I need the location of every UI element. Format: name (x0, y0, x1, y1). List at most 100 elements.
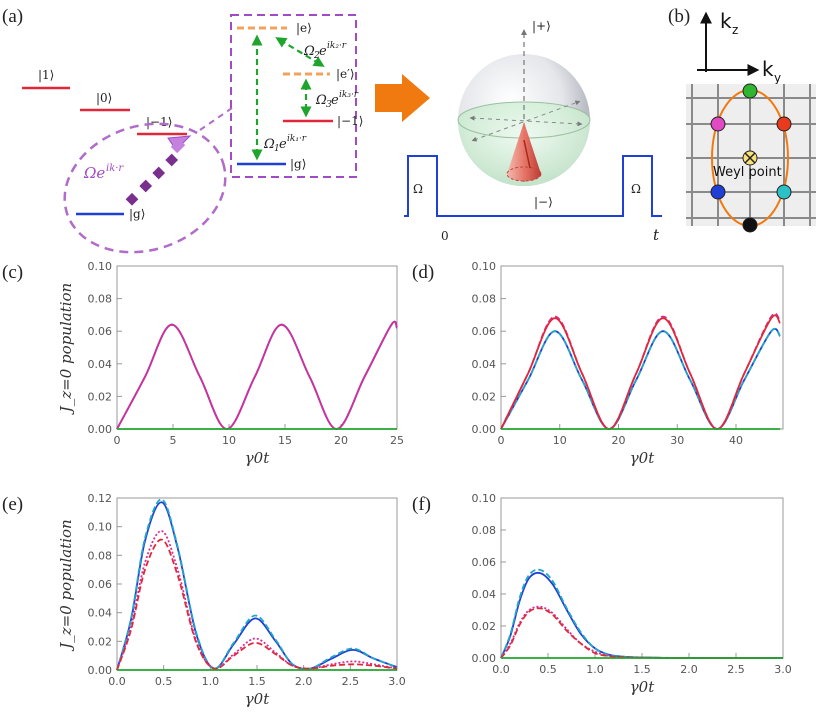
level-g-label: |g⟩ (129, 207, 145, 221)
svg-text:ik₃·r: ik₃·r (339, 90, 359, 100)
x-axis (471, 100, 581, 142)
coupling-2-label: Ω 2 e ik₂·r (303, 41, 347, 61)
inset-level-minus1-label: |−1⟩ (337, 114, 363, 128)
series-line-0 (500, 571, 784, 659)
chart-e: 0.00 0.02 0.04 0.06 0.08 0.10 0.12 0.0 0.5 1.0 1.5… (57, 492, 406, 708)
x-tick-label: 1.0 (202, 675, 220, 688)
chart-d: 0.00 0.02 0.04 0.06 0.08 0.10 0 10 20 30 40 γ0t (472, 260, 784, 467)
svg-text:Ω: Ω (263, 137, 275, 152)
y-tick-label: 0.00 (472, 423, 497, 436)
coupling-3-label: Ω 3 e ik₃·r (315, 90, 359, 110)
lattice-point-magenta (710, 116, 726, 132)
x-tick-label: 30 (670, 434, 684, 447)
x-axis-label: γ0t (245, 449, 271, 467)
level-eprime-label: |e′⟩ (336, 67, 355, 81)
x-tick-label: 1.5 (248, 675, 266, 688)
y-tick-label: 0.04 (88, 358, 113, 371)
x-tick-label: 10 (553, 434, 567, 447)
y-axis-label: J_z=0 population (57, 283, 75, 415)
y-tick-label: 0.06 (472, 325, 497, 338)
cone-base (506, 166, 542, 182)
x-tick-label: 1.0 (586, 663, 604, 676)
x-tick-label: 1.5 (633, 663, 651, 676)
svg-text:k: k (720, 9, 732, 33)
x-tick-label: 0.5 (155, 675, 173, 688)
x-tick-label: 0.0 (492, 663, 510, 676)
y-tick-label: 0.02 (472, 620, 497, 633)
y-tick-label: 0.06 (472, 556, 497, 569)
y-tick-label: 0.04 (88, 607, 113, 620)
y-tick-label: 0.06 (88, 325, 113, 338)
svg-text:2: 2 (313, 51, 320, 61)
y-tick-label: 0.10 (472, 492, 497, 505)
svg-text:ik₂·r: ik₂·r (327, 41, 347, 51)
x-tick-label: 3.0 (774, 663, 792, 676)
pulse-label-left: Ω (413, 182, 423, 196)
panel-label-e: (e) (2, 494, 23, 515)
plot-frame (500, 497, 784, 659)
svg-text:y: y (774, 71, 781, 85)
bloch-bottom-label: |−⟩ (534, 195, 553, 209)
coupling-2-arrow (275, 37, 325, 67)
y-axis (469, 115, 583, 127)
pulse-waveform (404, 155, 662, 217)
x-axis-label: γ0t (245, 690, 271, 708)
transform-arrow (375, 74, 430, 122)
x-tick-label: 5 (170, 434, 177, 447)
inset-level-g-label: |g⟩ (290, 157, 306, 171)
bloch-sphere: |+⟩ |−⟩ (457, 19, 591, 209)
panel-label-c: (c) (2, 262, 23, 283)
y-tick-label: 0.10 (472, 260, 497, 273)
y-tick-label: 0.12 (88, 492, 113, 505)
panel-label-b: (b) (668, 6, 690, 27)
x-axis-label: γ0t (630, 449, 656, 467)
y-tick-label: 0.08 (88, 293, 113, 306)
series-line-0 (500, 327, 781, 430)
lattice-point-red (776, 116, 792, 132)
x-tick-label: 2.5 (727, 663, 745, 676)
x-tick-label: 0 (498, 434, 505, 447)
series-line-0 (116, 320, 398, 430)
y-tick-label: 0.10 (88, 260, 113, 273)
y-tick-label: 0.04 (472, 588, 497, 601)
series-line-2 (116, 320, 398, 430)
x-tick-label: 2.0 (680, 663, 698, 676)
x-tick-label: 2.5 (342, 675, 360, 688)
panel-label-f: (f) (412, 494, 431, 515)
x-tick-label: 0 (114, 434, 121, 447)
drive-exponent: ik·r (106, 163, 124, 174)
svg-text:e: e (319, 44, 327, 59)
y-tick-label: 0.00 (88, 664, 113, 677)
y-tick-label: 0.00 (88, 423, 113, 436)
y-tick-label: 0.02 (472, 390, 497, 403)
x-tick-label: 40 (729, 434, 743, 447)
x-tick-label: 3.0 (388, 675, 406, 688)
svg-text:z: z (732, 23, 738, 37)
zoom-ellipse (63, 122, 227, 254)
svg-text:Ω: Ω (315, 93, 327, 108)
lattice-point-green (742, 83, 758, 99)
series-line-1 (500, 327, 781, 430)
svg-text:e: e (279, 137, 287, 152)
svg-text:1: 1 (274, 144, 280, 154)
series-line-0 (116, 501, 398, 671)
y-tick-label: 0.08 (472, 293, 497, 306)
y-tick-label: 0.06 (88, 578, 113, 591)
x-tick-label: 25 (390, 434, 404, 447)
series-line-2 (500, 605, 784, 659)
panel-label-a: (a) (2, 6, 23, 27)
panel-label-d: (d) (412, 262, 434, 283)
y-tick-label: 0.02 (88, 390, 113, 403)
level-1-label: |1⟩ (38, 68, 54, 82)
panel-a: (a) |1⟩ |0⟩ |−1⟩ |g⟩ Ωe ik·r |e⟩ |e′⟩ |−… (2, 6, 430, 254)
lattice-point-blue (710, 184, 726, 200)
y-tick-label: 0.08 (472, 524, 497, 537)
pulse-time-zero: 0 (441, 229, 449, 243)
series-line-1 (500, 568, 784, 659)
y-tick-label: 0.10 (88, 521, 113, 534)
kz-axis-label: k z (720, 9, 738, 37)
svg-text:ik₁·r: ik₁·r (287, 134, 307, 144)
zoom-connector (199, 107, 233, 131)
x-axis-label: γ0t (630, 678, 656, 696)
bloch-top-label: |+⟩ (532, 19, 551, 33)
